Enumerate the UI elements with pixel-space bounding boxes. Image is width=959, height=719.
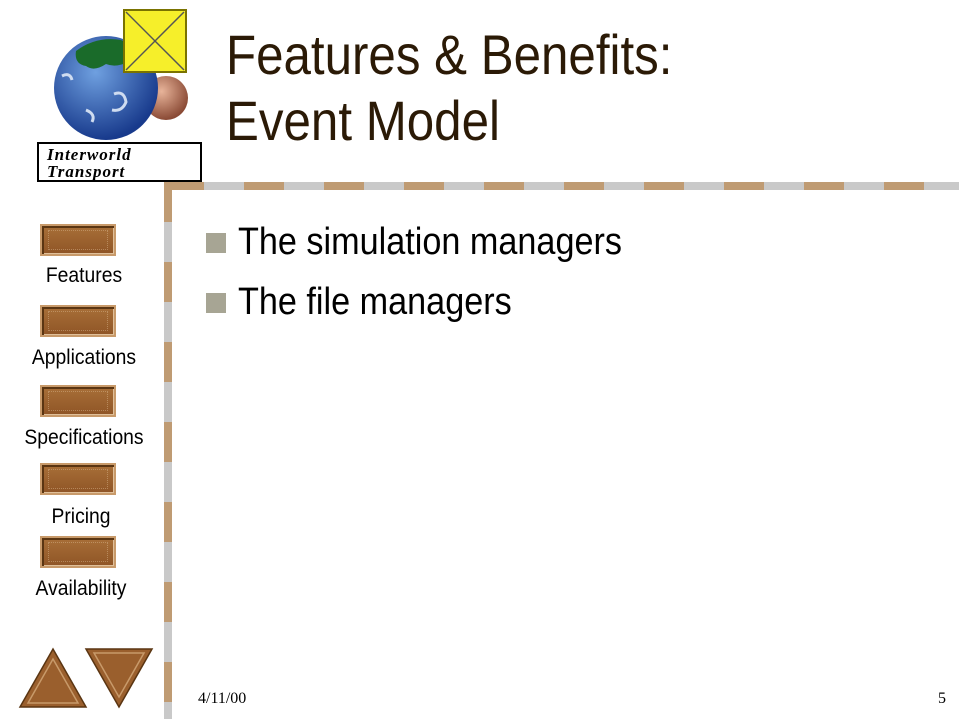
frame-left-rail	[164, 182, 172, 719]
nav-availability-label: Availability	[35, 577, 127, 600]
logo-line-2: Transport	[47, 162, 126, 181]
slide-title-line-2: Event Model	[226, 89, 500, 152]
nav-availability-button[interactable]	[40, 536, 116, 568]
nav-pricing-button[interactable]	[40, 463, 116, 495]
globe-logo-icon	[54, 9, 188, 140]
nav-features-label: Features	[45, 264, 123, 287]
triangle-up-icon[interactable]	[18, 647, 88, 709]
nav-pricing-label: Pricing	[51, 505, 111, 528]
slide-title: Features & Benefits: Event Model	[226, 22, 860, 154]
nav-applications-button[interactable]	[40, 305, 116, 337]
triangle-down-icon[interactable]	[84, 647, 154, 709]
slide-page-number: 5	[938, 690, 946, 707]
slide-date: 4/11/00	[198, 690, 247, 707]
nav-features-button[interactable]	[40, 224, 116, 256]
nav-specifications-button[interactable]	[40, 385, 116, 417]
logo-wordmark: Interworld Transport	[37, 142, 202, 182]
bullet-text: The simulation managers	[238, 221, 622, 263]
nav-specifications-label: Specifications	[24, 426, 144, 449]
logo-line-1: Interworld	[47, 145, 132, 164]
square-bullet-icon	[206, 233, 226, 253]
bullet-text: The file managers	[238, 281, 512, 323]
slide-title-line-1: Features & Benefits:	[226, 23, 673, 86]
square-bullet-icon	[206, 293, 226, 313]
frame-top-rail	[164, 182, 959, 190]
nav-applications-label: Applications	[31, 346, 137, 369]
